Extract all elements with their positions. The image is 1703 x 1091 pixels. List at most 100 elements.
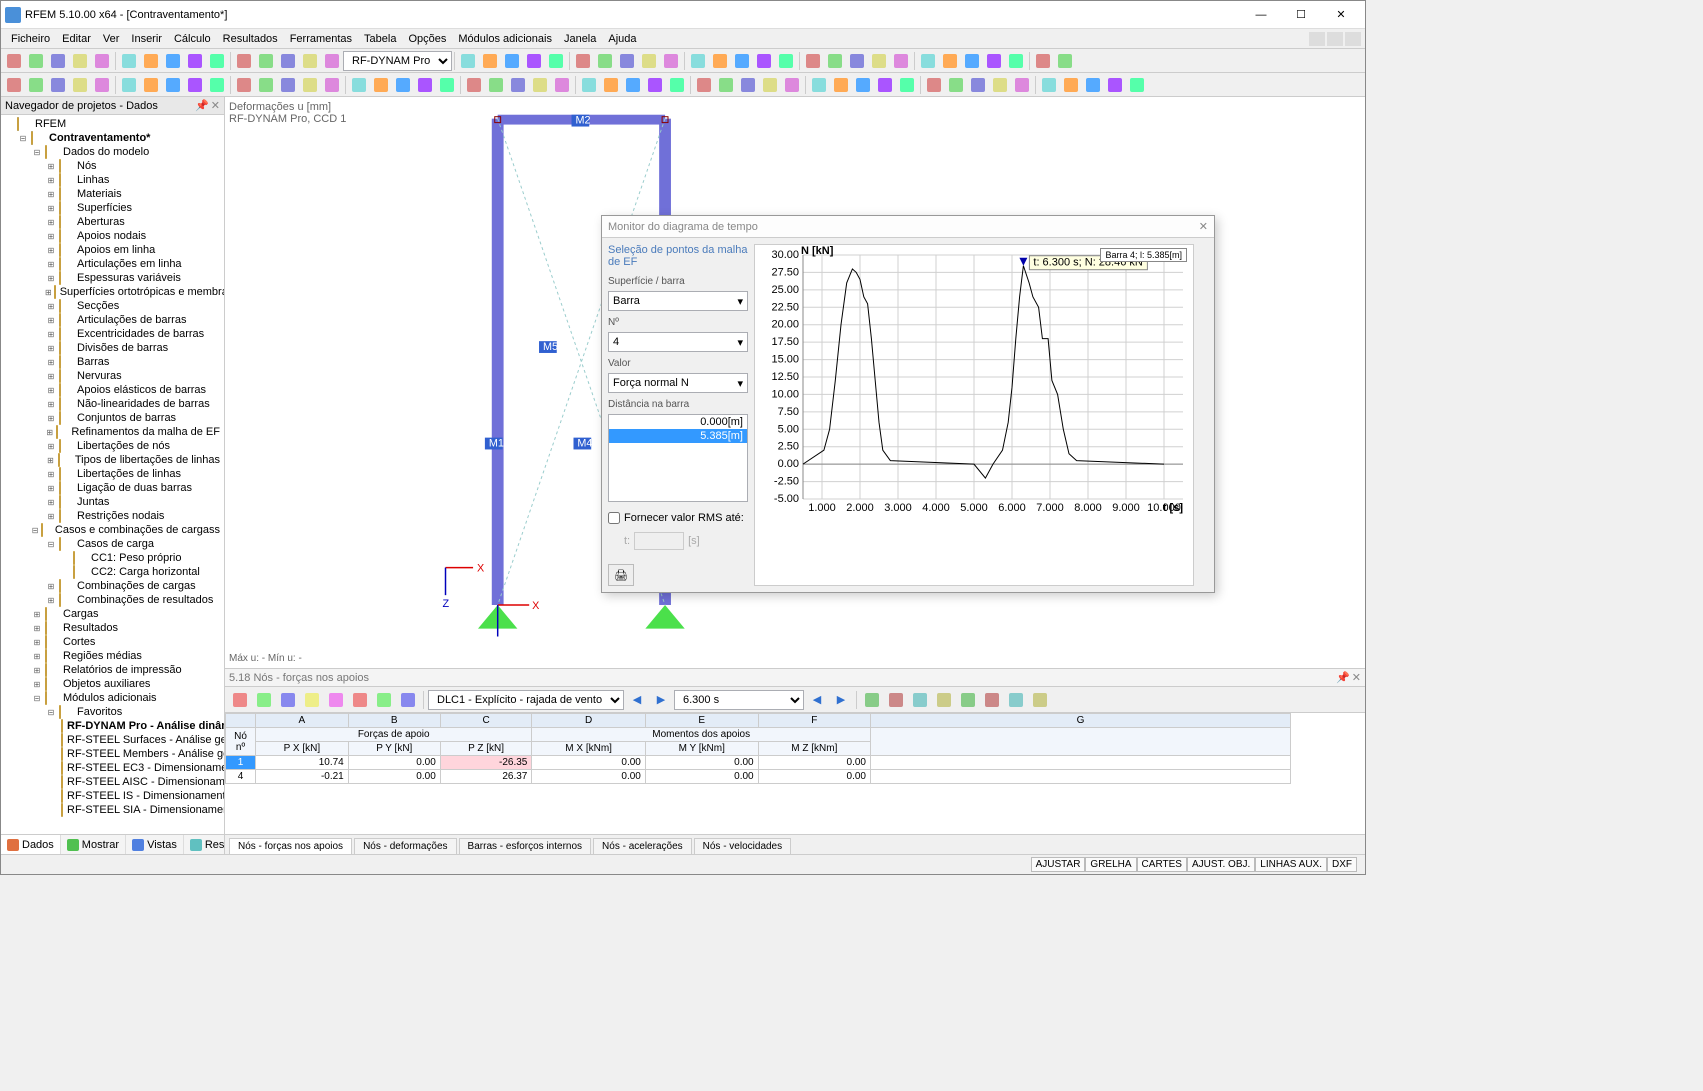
bottom-tb-btn[interactable] [398, 690, 418, 710]
toolbar-button[interactable] [48, 75, 68, 95]
tree-node[interactable]: RF-STEEL Surfaces - Análise geral de ten… [3, 733, 222, 747]
toolbar-button[interactable] [524, 51, 544, 71]
close-button[interactable]: ✕ [1321, 3, 1361, 27]
toolbar-button[interactable] [464, 75, 484, 95]
toolbar-button[interactable] [754, 51, 774, 71]
toolbar-button[interactable] [322, 75, 342, 95]
status-segment[interactable]: GRELHA [1085, 857, 1136, 872]
menu-ferramentas[interactable]: Ferramentas [284, 31, 358, 47]
menu-ver[interactable]: Ver [97, 31, 126, 47]
toolbar-button[interactable] [70, 51, 90, 71]
tree-node[interactable]: ⊞Divisões de barras [3, 341, 222, 355]
toolbar-button[interactable] [278, 75, 298, 95]
bottom-tb-btn2[interactable] [1030, 690, 1050, 710]
toolbar-button[interactable] [732, 51, 752, 71]
toolbar-button[interactable] [458, 51, 478, 71]
tree-node[interactable]: ⊞Secções [3, 299, 222, 313]
toolbar-button[interactable] [782, 75, 802, 95]
bottom-tb-btn[interactable] [350, 690, 370, 710]
nav-arrow[interactable]: ◀ [627, 690, 647, 710]
toolbar-button[interactable] [163, 75, 183, 95]
toolbar-button[interactable] [508, 75, 528, 95]
menu-cálculo[interactable]: Cálculo [168, 31, 217, 47]
checkbox-rms[interactable] [608, 512, 620, 524]
toolbar-button[interactable] [26, 75, 46, 95]
toolbar-button[interactable] [530, 75, 550, 95]
toolbar-button[interactable] [4, 51, 24, 71]
menu-inserir[interactable]: Inserir [125, 31, 168, 47]
panel-close-icon-2[interactable]: ✕ [1352, 671, 1361, 684]
bottom-tb-btn[interactable] [254, 690, 274, 710]
toolbar-button[interactable] [185, 51, 205, 71]
toolbar-button[interactable] [716, 75, 736, 95]
minimize-button[interactable]: — [1241, 3, 1281, 27]
tree-node[interactable]: ⊞Objetos auxiliares [3, 677, 222, 691]
tree-node[interactable]: ⊞Resultados [3, 621, 222, 635]
tree-node[interactable]: ⊞Restrições nodais [3, 509, 222, 523]
toolbar-button[interactable] [924, 75, 944, 95]
tree-node[interactable]: ⊞Superfícies ortotrópicas e membranas [3, 285, 222, 299]
toolbar-button[interactable] [918, 51, 938, 71]
toolbar-button[interactable] [300, 51, 320, 71]
toolbar-button[interactable] [688, 51, 708, 71]
navigator-tab-mostrar[interactable]: Mostrar [61, 835, 126, 854]
toolbar-button[interactable] [393, 75, 413, 95]
toolbar-button[interactable] [26, 51, 46, 71]
tree-node[interactable]: RF-STEEL IS - Dimensionamento segundo a … [3, 789, 222, 803]
tree-node[interactable]: ⊞Articulações em linha [3, 257, 222, 271]
toolbar-button[interactable] [853, 75, 873, 95]
toolbar-button[interactable] [322, 51, 342, 71]
toolbar-button[interactable] [891, 51, 911, 71]
menu-editar[interactable]: Editar [56, 31, 97, 47]
tree-node[interactable]: ⊞Nervuras [3, 369, 222, 383]
bottom-tb-btn[interactable] [278, 690, 298, 710]
toolbar-button[interactable] [897, 75, 917, 95]
toolbar-button[interactable] [694, 75, 714, 95]
toolbar-button[interactable] [1105, 75, 1125, 95]
toolbar-button[interactable] [1127, 75, 1147, 95]
time-arrow[interactable]: ▶ [831, 690, 851, 710]
viewport[interactable]: Deformações u [mm] RF-DYNAM Pro, CCD 1 M… [225, 97, 1365, 668]
tree-node[interactable]: ⊞Nós [3, 159, 222, 173]
tree-node[interactable]: ⊞Juntas [3, 495, 222, 509]
toolbar-button[interactable] [946, 75, 966, 95]
loadcase-dropdown[interactable]: DLC1 - Explícito - rajada de vento [428, 690, 624, 710]
toolbar-button[interactable] [415, 75, 435, 95]
toolbar-button[interactable] [760, 75, 780, 95]
tree-node[interactable]: ⊞Libertações de nós [3, 439, 222, 453]
time-dropdown[interactable]: 6.300 s [674, 690, 804, 710]
bottom-tb-btn2[interactable] [886, 690, 906, 710]
status-segment[interactable]: AJUSTAR [1031, 857, 1086, 872]
status-segment[interactable]: CARTES [1137, 857, 1187, 872]
tree-node[interactable]: ⊞Libertações de linhas [3, 467, 222, 481]
toolbar-button[interactable] [349, 75, 369, 95]
toolbar-button[interactable] [809, 75, 829, 95]
dialog-print-button[interactable]: 🖨 [608, 564, 634, 586]
tree-node[interactable]: CC2: Carga horizontal [3, 565, 222, 579]
mdi-restore[interactable] [1327, 32, 1343, 46]
bottom-tb-btn[interactable] [230, 690, 250, 710]
status-segment[interactable]: DXF [1327, 857, 1357, 872]
toolbar-button[interactable] [119, 51, 139, 71]
menu-resultados[interactable]: Resultados [217, 31, 284, 47]
tree-node[interactable]: RFEM [3, 117, 222, 131]
bottom-tb-btn[interactable] [302, 690, 322, 710]
tree-node[interactable]: ⊟Dados do modelo [3, 145, 222, 159]
tree-node[interactable]: ⊞Tipos de libertações de linhas [3, 453, 222, 467]
navigator-tab-dados[interactable]: Dados [1, 835, 61, 854]
menu-ajuda[interactable]: Ajuda [602, 31, 642, 47]
listbox-distancia[interactable]: 0.000[m]5.385[m] [608, 414, 748, 502]
menu-opções[interactable]: Opções [402, 31, 452, 47]
tree-node[interactable]: ⊟Contraventamento* [3, 131, 222, 145]
tree-node[interactable]: ⊞Linhas [3, 173, 222, 187]
tree-node[interactable]: ⊞Cortes [3, 635, 222, 649]
distance-item[interactable]: 0.000[m] [609, 415, 747, 429]
results-grid[interactable]: ABCDEFGNónºForças de apoioMomentos dos a… [225, 713, 1291, 784]
panel-close-icon[interactable]: ✕ [211, 99, 220, 112]
toolbar-button[interactable] [831, 75, 851, 95]
toolbar-button[interactable] [502, 51, 522, 71]
toolbar-button[interactable] [984, 51, 1004, 71]
tree-node[interactable]: ⊞Aberturas [3, 215, 222, 229]
toolbar-button[interactable] [371, 75, 391, 95]
tree-node[interactable]: ⊞Ligação de duas barras [3, 481, 222, 495]
